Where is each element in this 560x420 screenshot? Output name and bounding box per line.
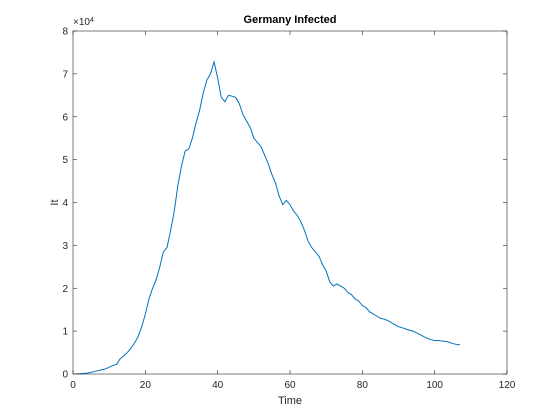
x-tick-label: 120 <box>499 380 516 391</box>
y-axis-exponent-power: 4 <box>90 17 94 24</box>
axes-frame <box>72 30 508 375</box>
y-tick-label: 7 <box>62 69 68 80</box>
x-tick-label: 20 <box>140 380 152 391</box>
x-axis-label: Time <box>278 395 302 407</box>
x-tick-label: 40 <box>212 380 224 391</box>
chart-title: Germany Infected <box>244 14 337 26</box>
y-tick-label: 1 <box>62 327 68 338</box>
y-tick-label: 2 <box>62 284 68 295</box>
x-tick-label: 80 <box>357 380 369 391</box>
x-tick-label: 60 <box>284 380 296 391</box>
plot-area <box>73 31 507 374</box>
x-tick-label: 100 <box>426 380 443 391</box>
axes-box <box>72 30 508 375</box>
y-axis-label: It <box>49 199 61 205</box>
y-tick-label: 3 <box>62 241 68 252</box>
series-line <box>76 59 461 375</box>
y-tick-label: 0 <box>62 370 68 381</box>
ticks: 0 20 40 60 80 100 120 0 1 2 3 4 5 6 7 8 <box>62 27 515 392</box>
y-tick-label: 5 <box>62 155 68 166</box>
x-tick-label: 0 <box>70 380 76 391</box>
y-axis-exponent: ×104 <box>73 17 94 29</box>
y-axis-exponent-base: ×10 <box>73 17 90 28</box>
y-tick-label: 4 <box>62 198 68 209</box>
y-tick-label: 8 <box>62 27 68 38</box>
y-tick-label: 6 <box>62 112 68 123</box>
